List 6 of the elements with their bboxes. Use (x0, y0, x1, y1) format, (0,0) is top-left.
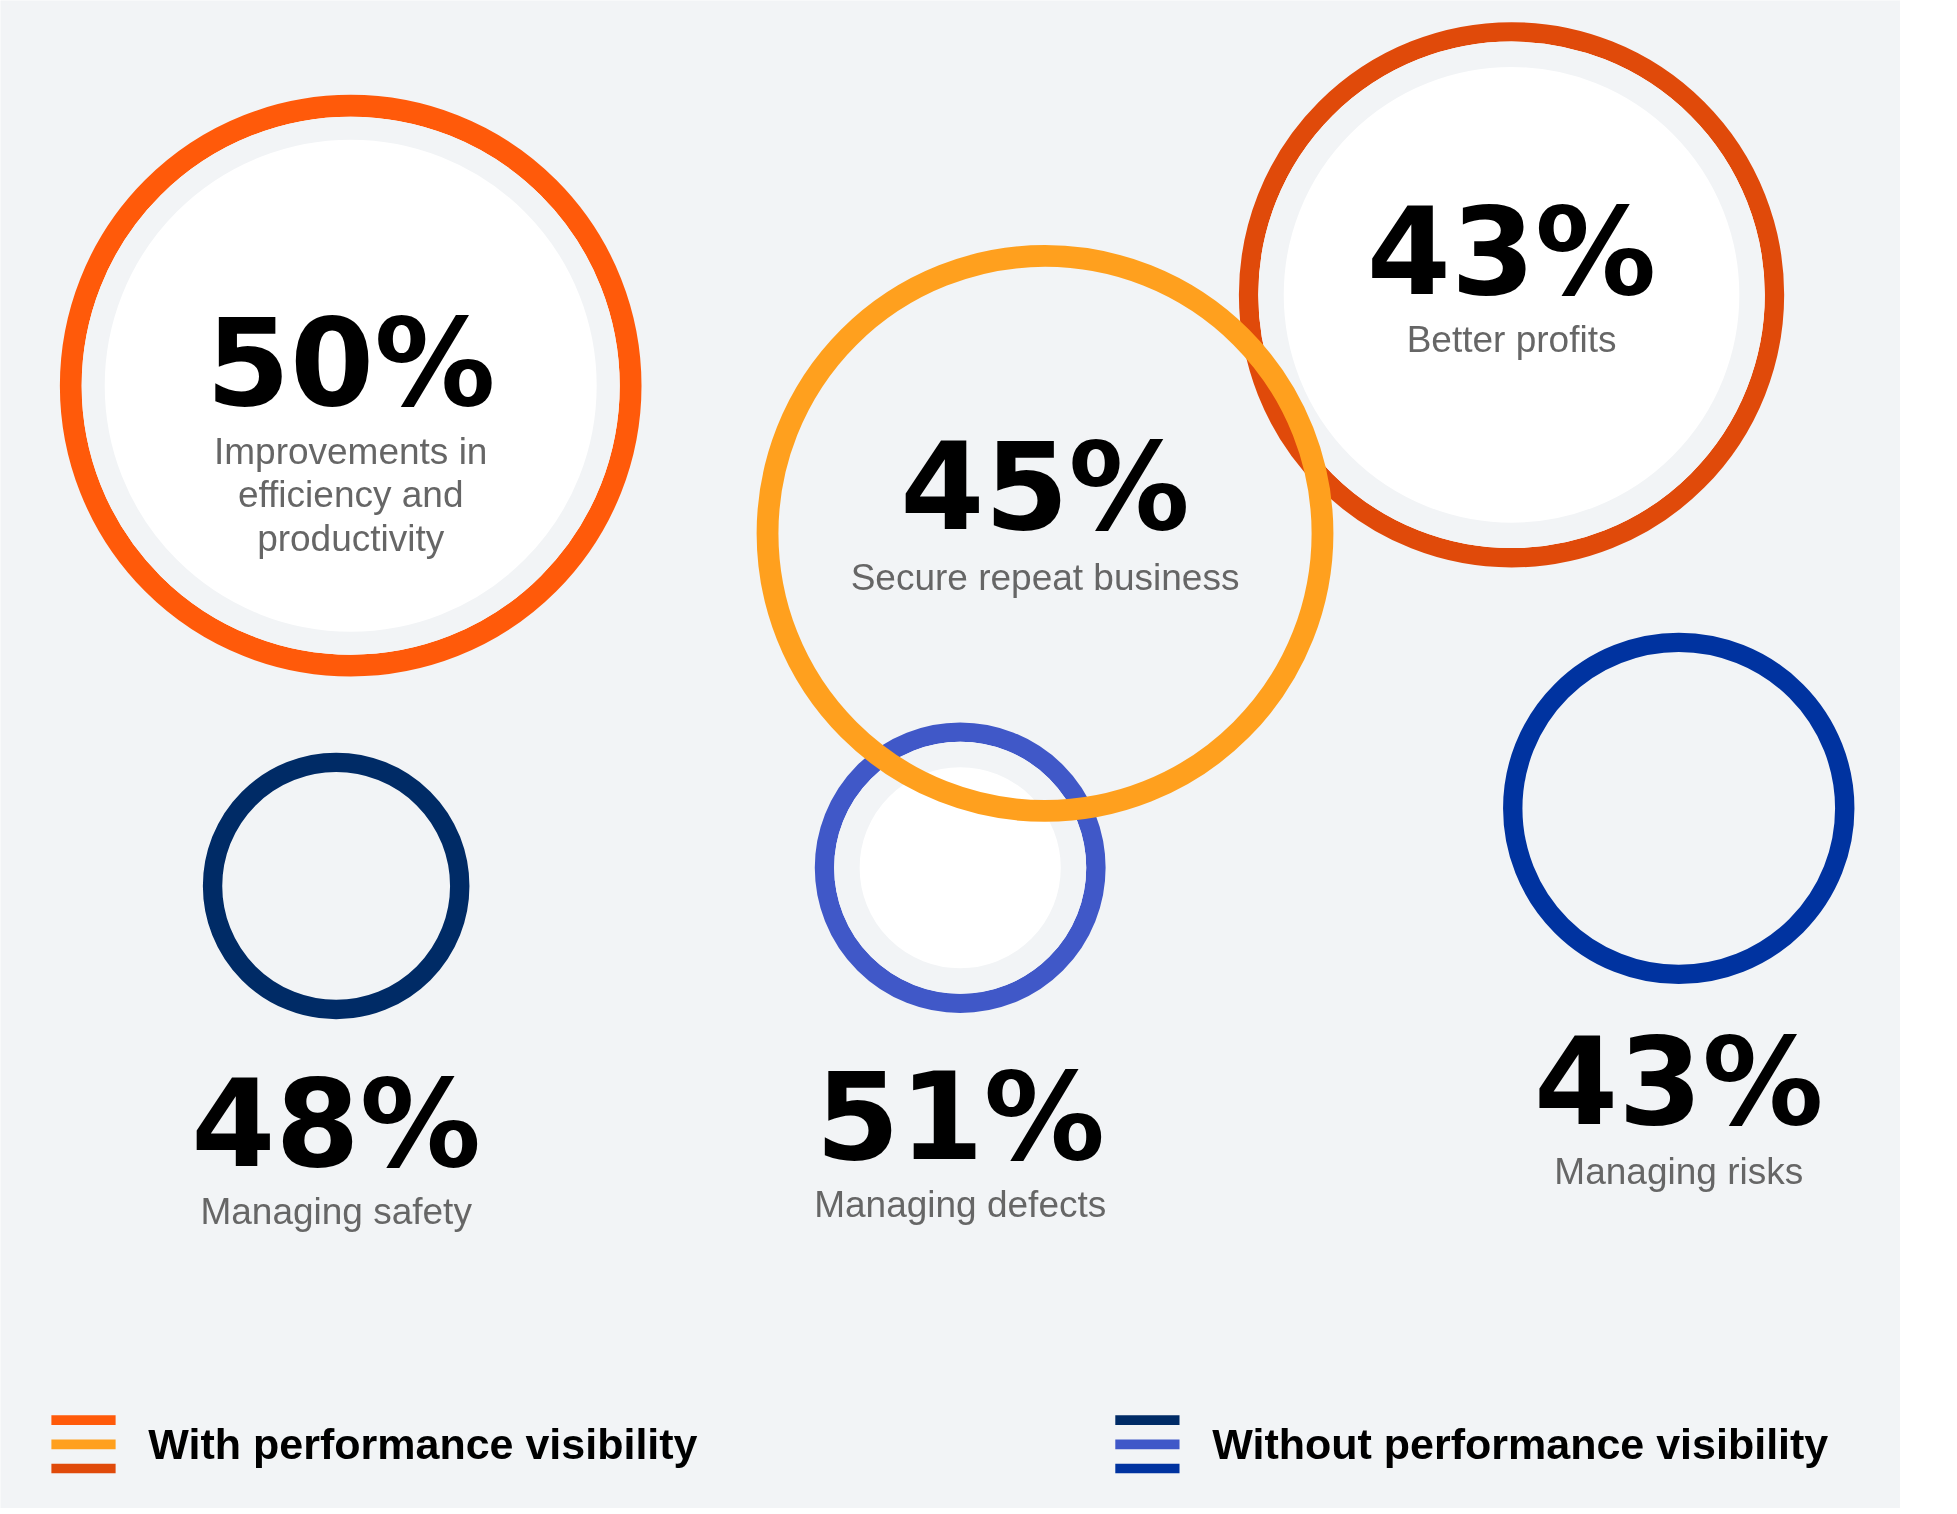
category-label: Secure repeat business (850, 556, 1240, 598)
data-label: 43% (1533, 1011, 1824, 1153)
legend-label: Without performance visibility (1212, 1420, 1829, 1469)
category-label: Managing risks (1554, 1151, 1804, 1193)
data-label: 45% (900, 416, 1190, 558)
legend-label: With performance visibility (148, 1420, 698, 1469)
